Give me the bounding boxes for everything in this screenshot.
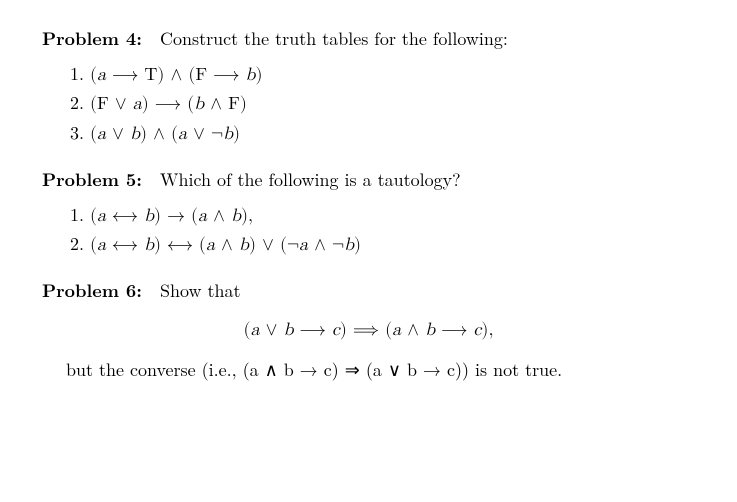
list-item: (a ⟷ b) ⟷ (a ∧ b) ∨ (¬a ∧ ¬b) — [90, 233, 695, 258]
problem-6-label: Problem 6: — [42, 278, 142, 303]
list-item: (a ⟶ T) ∧ (F ⟶ b) — [90, 63, 695, 88]
math-expr: (a ⟶ T) ∧ (F ⟶ b) — [90, 66, 262, 84]
problem-6-display: (a ∨ b ⟶ c) ⟹ (a ∧ b ⟶ c), — [42, 318, 695, 343]
math-expr: (a ∨ b ⟶ c) ⟹ (a ∧ b ⟶ c), — [244, 321, 494, 339]
problem-5-prompt: Which of the following is a tautology? — [160, 167, 461, 192]
math-expr: (a ⟷ b) ⟷ (a ∧ b) ∨ (¬a ∧ ¬b) — [90, 236, 361, 254]
problem-6-body: but the converse (i.e., (a ∧ b → c) ⇒ (a… — [66, 357, 695, 382]
math-expr: (F ∨ a) ⟶ (b ∧ F) — [90, 95, 247, 113]
math-expr: (a ⟷ b) → (a ∧ b), — [90, 207, 253, 225]
problem-4-list: (a ⟶ T) ∧ (F ⟶ b) (F ∨ a) ⟶ (b ∧ F) (a ∨… — [42, 63, 695, 147]
list-item: (a ∨ b) ∧ (a ∨ ¬b) — [90, 122, 695, 147]
problem-4-header: Problem 4: Construct the truth tables fo… — [42, 26, 695, 51]
problem-4-prompt: Construct the truth tables for the follo… — [160, 26, 508, 51]
problem-4-label: Problem 4: — [42, 26, 142, 51]
problem-5-list: (a ⟷ b) → (a ∧ b), (a ⟷ b) ⟷ (a ∧ b) ∨ (… — [42, 204, 695, 258]
problem-5-label: Problem 5: — [42, 167, 142, 192]
list-item: (a ⟷ b) → (a ∧ b), — [90, 204, 695, 229]
page: Problem 4: Construct the truth tables fo… — [0, 0, 737, 408]
problem-5-header: Problem 5: Which of the following is a t… — [42, 167, 695, 192]
list-item: (F ∨ a) ⟶ (b ∧ F) — [90, 92, 695, 117]
problem-6-header: Problem 6: Show that — [42, 278, 695, 303]
problem-6-prompt: Show that — [160, 278, 241, 303]
math-expr: (a ∨ b) ∧ (a ∨ ¬b) — [90, 125, 240, 143]
